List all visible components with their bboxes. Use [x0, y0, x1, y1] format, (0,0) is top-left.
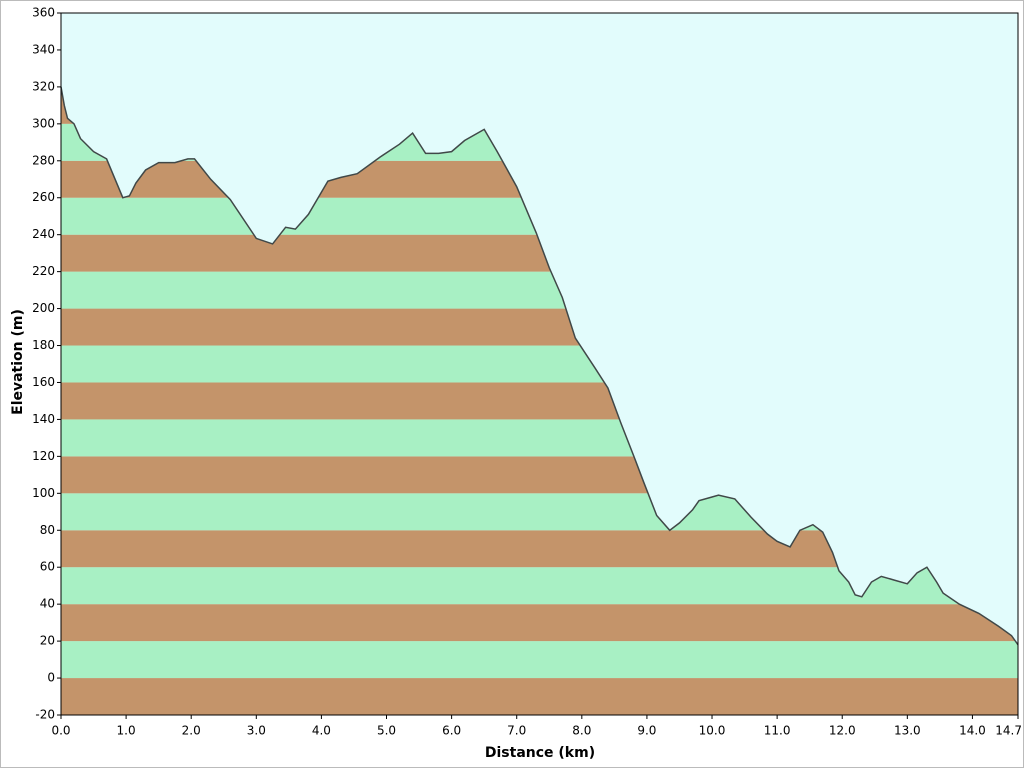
x-tick-label: 14.7 — [995, 724, 1022, 738]
y-tick-label: 160 — [32, 375, 55, 389]
y-tick-label: 100 — [32, 486, 55, 500]
y-tick-label: 360 — [32, 6, 55, 20]
y-tick-label: 40 — [40, 597, 55, 611]
y-tick-label: 240 — [32, 227, 55, 241]
elevation-line — [60, 86, 1019, 646]
x-tick-label: 8.0 — [572, 724, 591, 738]
x-tick-label: 7.0 — [507, 724, 526, 738]
x-tick-label: 12.0 — [829, 724, 856, 738]
x-tick-label: 2.0 — [182, 724, 201, 738]
y-tick-label: 220 — [32, 264, 55, 278]
y-tick-label: 340 — [32, 42, 55, 56]
x-tick-label: 1.0 — [117, 724, 136, 738]
x-tick-label: 9.0 — [637, 724, 656, 738]
x-tick-label: 13.0 — [894, 724, 921, 738]
y-tick-label: 60 — [40, 560, 55, 574]
plot-border — [60, 12, 1019, 716]
x-tick-label: 4.0 — [312, 724, 331, 738]
y-tick-label: 140 — [32, 412, 55, 426]
x-tick-label: 3.0 — [247, 724, 266, 738]
y-tick-label: 280 — [32, 153, 55, 167]
x-tick-label: 11.0 — [764, 724, 791, 738]
x-tick-label: 0.0 — [51, 724, 70, 738]
x-tick-label: 10.0 — [699, 724, 726, 738]
y-tick-label: 20 — [40, 634, 55, 648]
elevation-band — [61, 678, 1018, 715]
y-tick-label: 320 — [32, 79, 55, 93]
y-tick-label: 120 — [32, 449, 55, 463]
y-tick-label: 180 — [32, 338, 55, 352]
elevation-band — [61, 604, 1018, 642]
x-tick-label: 6.0 — [442, 724, 461, 738]
y-tick-label: 0 — [47, 671, 55, 685]
y-tick-label: -20 — [35, 708, 55, 722]
y-tick-label: 260 — [32, 190, 55, 204]
y-tick-label: 300 — [32, 116, 55, 130]
y-axis-label: Elevation (m) — [10, 309, 26, 415]
x-tick-label: 14.0 — [959, 724, 986, 738]
y-tick-label: 200 — [32, 301, 55, 315]
y-tick-label: 80 — [40, 523, 55, 537]
x-axis-label: Distance (km) — [485, 745, 595, 761]
elevation-band — [61, 641, 1018, 679]
x-tick-label: 5.0 — [377, 724, 396, 738]
